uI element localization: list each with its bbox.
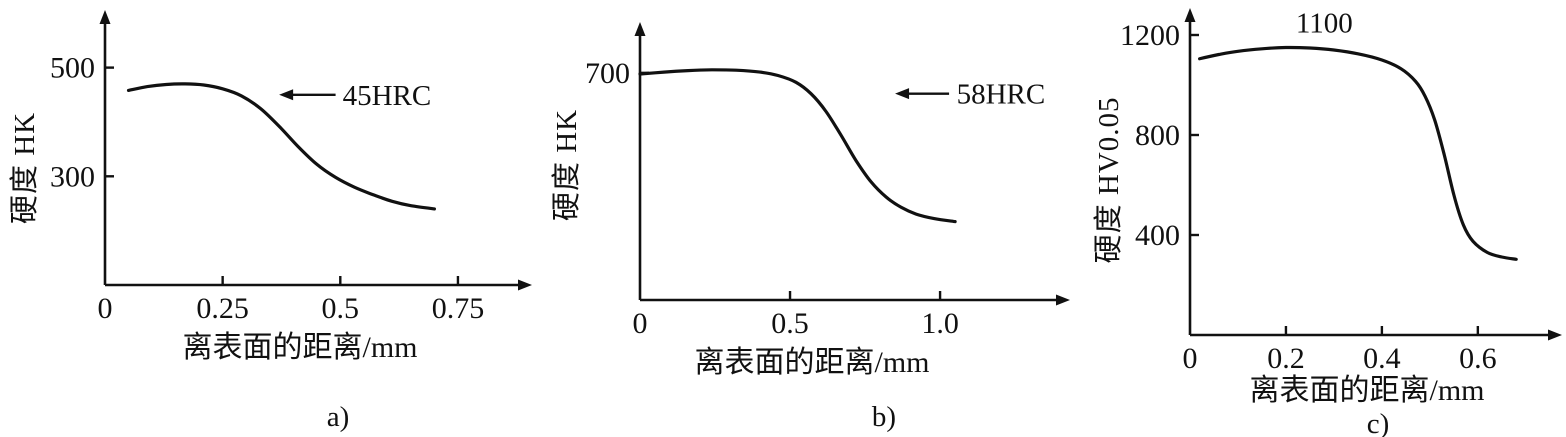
hardness-curve	[126, 82, 436, 211]
y-axis-arrow-icon	[1184, 8, 1196, 22]
chart-b: 0 0.5 1.0 700 58HRC 硬度 HK 离表面的距离/mm b)	[550, 22, 1070, 433]
x-tick-label: 0.5	[771, 307, 809, 340]
x-tick-label: 0.25	[196, 292, 249, 325]
chart-c: 0 0.2 0.4 0.6 1200 800 400 1100 硬度 HV0.05 离表面的…	[1092, 8, 1562, 437]
y-axis-label: 硬度 HV0.05	[1092, 97, 1125, 264]
hardness-curve	[1197, 45, 1518, 261]
caption: b)	[872, 401, 896, 433]
hardness-curve	[638, 68, 957, 224]
ticks: 0 0.2 0.4 0.6 1200 800 400	[1120, 19, 1497, 375]
x-tick-label: 0	[1183, 342, 1198, 375]
x-axis-arrow-icon	[1056, 294, 1070, 306]
x-axis-label: 离表面的距离/mm	[1249, 374, 1484, 407]
chart-a: 0 0.25 0.5 0.75 500 300 45HRC 硬度 HK 离表面的距离/mm…	[8, 10, 532, 433]
x-tick-label: 0	[633, 307, 648, 340]
axes	[634, 22, 1070, 306]
annotations: 58HRC	[895, 79, 1045, 111]
annotations: 1100	[1296, 8, 1353, 40]
annotation-text: 1100	[1296, 8, 1353, 40]
x-tick-label: 0.75	[432, 292, 485, 325]
annotation-text: 58HRC	[957, 79, 1046, 111]
x-axis-arrow-icon	[1548, 329, 1562, 341]
annotation-arrow-icon	[895, 88, 910, 100]
x-axis-arrow-icon	[518, 279, 532, 291]
y-tick-label: 500	[50, 52, 95, 85]
x-tick-label: 0.6	[1459, 342, 1497, 375]
caption: c)	[1367, 408, 1390, 437]
annotation-text: 45HRC	[343, 80, 432, 112]
y-axis-arrow-icon	[634, 22, 646, 36]
axes	[99, 10, 532, 291]
caption: a)	[327, 401, 350, 433]
y-tick-label: 700	[585, 57, 630, 90]
x-tick-label: 0.5	[322, 292, 360, 325]
x-tick-label: 0.2	[1267, 342, 1305, 375]
x-tick-label: 0.4	[1363, 342, 1401, 375]
axes	[1184, 8, 1562, 341]
annotations: 45HRC	[279, 80, 431, 112]
y-tick-label: 800	[1135, 119, 1180, 152]
x-axis-label: 离表面的距离/mm	[182, 331, 417, 364]
y-axis-arrow-icon	[99, 10, 111, 24]
y-axis-label: 硬度 HK	[550, 109, 583, 221]
y-tick-label: 400	[1135, 219, 1180, 252]
y-tick-label: 300	[50, 160, 95, 193]
ticks: 0 0.25 0.5 0.75 500 300	[50, 52, 484, 325]
annotation-arrow-icon	[279, 89, 294, 101]
x-tick-label: 0	[98, 292, 113, 325]
y-tick-label: 1200	[1120, 19, 1180, 52]
y-axis-label: 硬度 HK	[8, 112, 41, 224]
x-axis-label: 离表面的距离/mm	[694, 346, 929, 379]
x-tick-label: 1.0	[921, 307, 959, 340]
